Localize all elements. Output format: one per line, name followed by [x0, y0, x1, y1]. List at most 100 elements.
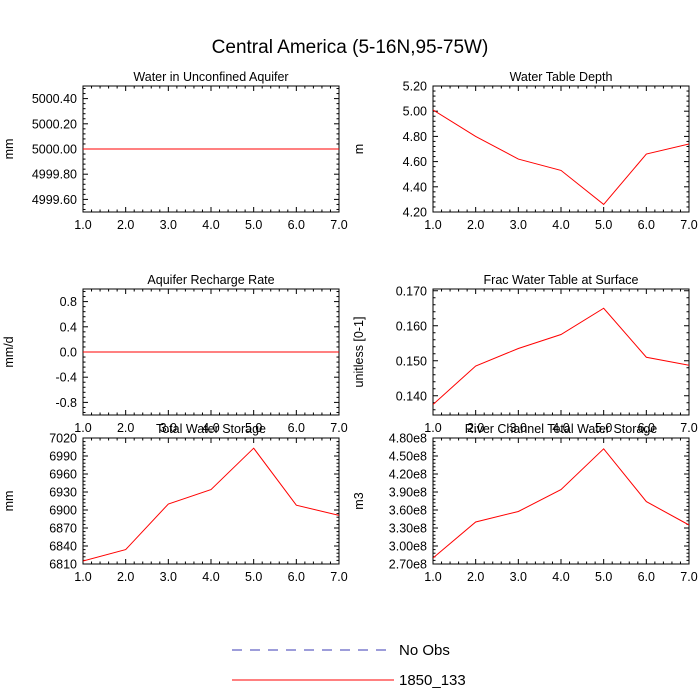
x-tick-label: 3.0 — [160, 218, 177, 232]
y-tick-label: -0.4 — [55, 371, 77, 385]
x-tick-label: 5.0 — [245, 421, 262, 435]
x-tick-label: 5.0 — [245, 218, 262, 232]
x-tick-label: 4.0 — [552, 421, 569, 435]
x-tick-label: 1.0 — [74, 218, 91, 232]
y-tick-label: 6900 — [49, 504, 77, 518]
y-tick-label: 4.80 — [403, 130, 427, 144]
y-tick-label: 6840 — [49, 540, 77, 554]
x-tick-label: 4.0 — [202, 421, 219, 435]
y-tick-label: 6990 — [49, 450, 77, 464]
y-tick-label: 0.140 — [396, 389, 427, 403]
y-axis-label: m — [352, 144, 366, 154]
series-line-1850-133 — [433, 448, 689, 559]
plot-frame — [82, 437, 340, 565]
x-tick-label: 7.0 — [680, 421, 697, 435]
x-tick-label: 1.0 — [424, 218, 441, 232]
x-tick-label: 4.0 — [552, 570, 569, 584]
x-tick-label: 6.0 — [638, 570, 655, 584]
x-tick-label: 1.0 — [424, 421, 441, 435]
legend: No Obs 1850_133 — [232, 642, 466, 689]
chart-panel: Water Table Depth 1.0 2.0 3.0 4.0 5.0 6.0 7.0 4.… — [352, 70, 698, 232]
figure-title: Central America (5-16N,95-75W) — [212, 37, 489, 58]
y-tick-label: 5.00 — [403, 105, 427, 119]
y-tick-label: 4.60 — [403, 155, 427, 169]
y-tick-label: 4999.80 — [32, 168, 77, 182]
panel-title: Aquifer Recharge Rate — [147, 273, 274, 287]
y-tick-label: 5000.00 — [32, 143, 77, 157]
y-tick-label: 0.150 — [396, 354, 427, 368]
y-tick-label: 0.0 — [60, 346, 77, 360]
y-tick-label: 7020 — [49, 432, 77, 446]
x-tick-label: 3.0 — [510, 218, 527, 232]
y-tick-label: 0.4 — [60, 320, 77, 334]
chart-panel: Aquifer Recharge Rate 1.0 2.0 3.0 4.0 5.0 6.0 7… — [2, 273, 348, 435]
y-tick-label: 0.160 — [396, 319, 427, 333]
x-tick-label: 4.0 — [202, 570, 219, 584]
y-tick-label: 4.20e8 — [389, 468, 427, 482]
x-tick-label: 4.0 — [202, 218, 219, 232]
x-tick-label: 7.0 — [330, 218, 347, 232]
x-tick-label: 5.0 — [595, 218, 612, 232]
y-tick-label: 5000.20 — [32, 117, 77, 131]
x-tick-label: 3.0 — [510, 421, 527, 435]
x-tick-label: 1.0 — [424, 570, 441, 584]
y-tick-label: 5.20 — [403, 80, 427, 94]
panel-title: Water Table Depth — [510, 70, 613, 84]
y-tick-label: 3.60e8 — [389, 504, 427, 518]
series-line-1850-133 — [433, 307, 689, 405]
chart-panel: Water in Unconfined Aquifer 1.0 2.0 3.0 4.0 5… — [2, 70, 348, 232]
x-tick-label: 1.0 — [74, 570, 91, 584]
chart-panel: River Channel Total Water Storage 1.0 2.0 3… — [352, 422, 698, 584]
y-tick-label: 5000.40 — [32, 92, 77, 106]
chart-panel: Total Water Storage 1.0 2.0 3.0 4.0 5.0 6.0 7.0… — [2, 422, 348, 584]
plot-frame — [432, 437, 690, 565]
x-tick-label: 7.0 — [330, 570, 347, 584]
legend-label-no-obs: No Obs — [399, 642, 450, 659]
x-tick-label: 6.0 — [638, 421, 655, 435]
x-tick-label: 5.0 — [595, 570, 612, 584]
x-tick-label: 6.0 — [288, 218, 305, 232]
chart-panel: Frac Water Table at Surface 1.0 2.0 3.0 4.0 5… — [352, 273, 698, 435]
panel-title: Total Water Storage — [156, 422, 266, 436]
y-tick-label: 3.90e8 — [389, 486, 427, 500]
plot-frame — [432, 85, 690, 213]
panel-title: Frac Water Table at Surface — [484, 273, 639, 287]
y-tick-label: 6810 — [49, 558, 77, 572]
x-tick-label: 7.0 — [680, 570, 697, 584]
y-axis-label: mm — [2, 491, 16, 512]
legend-label-1850-133: 1850_133 — [399, 672, 466, 689]
x-tick-label: 3.0 — [160, 421, 177, 435]
x-tick-label: 2.0 — [117, 570, 134, 584]
x-tick-label: 4.0 — [552, 218, 569, 232]
panel-title: River Channel Total Water Storage — [465, 422, 658, 436]
y-tick-label: 6930 — [49, 486, 77, 500]
y-axis-label: mm — [2, 139, 16, 160]
y-tick-label: 3.00e8 — [389, 540, 427, 554]
x-tick-label: 6.0 — [638, 218, 655, 232]
y-tick-label: 4.50e8 — [389, 450, 427, 464]
y-axis-label: m3 — [352, 492, 366, 509]
x-tick-label: 3.0 — [160, 570, 177, 584]
y-tick-label: 4999.60 — [32, 193, 77, 207]
y-tick-label: 4.40 — [403, 180, 427, 194]
panels: Water in Unconfined Aquifer 1.0 2.0 3.0 4.0 5… — [2, 70, 698, 584]
y-tick-label: 0.170 — [396, 284, 427, 298]
x-tick-label: 6.0 — [288, 421, 305, 435]
x-tick-label: 1.0 — [74, 421, 91, 435]
y-tick-label: 0.8 — [60, 295, 77, 309]
x-tick-label: 6.0 — [288, 570, 305, 584]
x-tick-label: 2.0 — [467, 218, 484, 232]
x-tick-label: 5.0 — [595, 421, 612, 435]
y-tick-label: 6960 — [49, 468, 77, 482]
y-tick-label: 4.20 — [403, 206, 427, 220]
y-axis-label: mm/d — [2, 336, 16, 367]
x-tick-label: 3.0 — [510, 570, 527, 584]
series-line-1850-133 — [433, 109, 689, 206]
y-axis-label: unitless [0-1] — [352, 317, 366, 388]
x-tick-label: 5.0 — [245, 570, 262, 584]
plot-frame — [432, 288, 690, 416]
x-tick-label: 7.0 — [680, 218, 697, 232]
y-tick-label: 4.80e8 — [389, 432, 427, 446]
y-tick-label: 2.70e8 — [389, 558, 427, 572]
